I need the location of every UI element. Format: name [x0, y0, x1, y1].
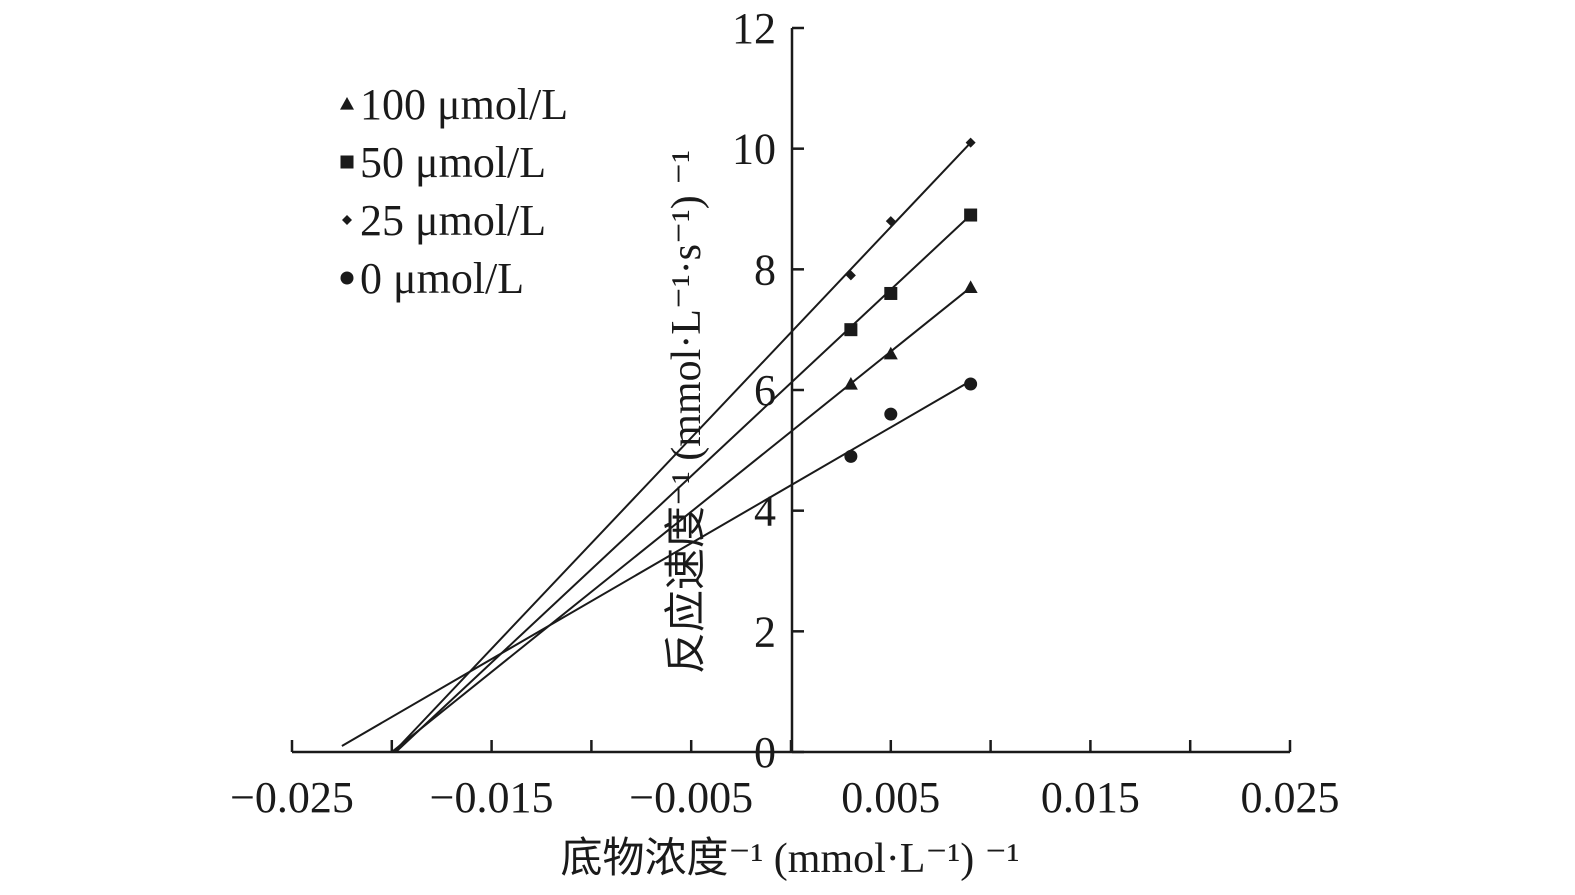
- x-tick-label: −0.005: [629, 773, 753, 822]
- x-tick-label: 0.005: [841, 773, 940, 822]
- legend-label: 100 μmol/L: [360, 80, 568, 129]
- data-point-square: [964, 208, 978, 222]
- fit-line-diamond: [393, 141, 972, 753]
- x-tick-label: 0.015: [1041, 773, 1140, 822]
- data-point-triangle: [963, 280, 978, 294]
- data-point-triangle: [883, 346, 898, 360]
- x-tick-label: −0.015: [430, 773, 554, 822]
- tick-labels: −0.025 −0.015 −0.005 0.005 0.015 0.025 0 2 4 6 8 10…: [230, 4, 1339, 822]
- data-points: [843, 137, 978, 463]
- legend: 100 μmol/L 50 μmol/L 25 μmol/L 0 μmol/L: [340, 80, 568, 303]
- x-tick-label: −0.025: [230, 773, 354, 822]
- x-axis-title: 底物浓度⁻¹ (mmol·L⁻¹) ⁻¹: [561, 836, 1020, 882]
- data-point-square: [844, 323, 858, 337]
- fit-line-square: [395, 214, 972, 753]
- data-point-diamond: [885, 216, 896, 227]
- y-tick-label: 12: [732, 4, 776, 53]
- data-point-circle: [964, 377, 978, 391]
- fit-lines: [341, 141, 972, 753]
- data-point-diamond: [845, 270, 856, 281]
- y-axis-title: 反应速度⁻¹ (mmol·L⁻¹·s⁻¹) ⁻¹: [663, 150, 710, 674]
- legend-marker-circle: [340, 271, 354, 285]
- y-tick-label: 6: [754, 366, 776, 415]
- data-point-diamond: [965, 137, 976, 148]
- y-tick-label: 2: [754, 607, 776, 656]
- y-tick-label: 8: [754, 245, 776, 294]
- legend-label: 25 μmol/L: [360, 196, 546, 245]
- y-tick-label: 4: [754, 487, 776, 536]
- legend-marker-diamond: [342, 215, 352, 225]
- data-point-square: [884, 286, 898, 300]
- y-tick-label: 0: [754, 728, 776, 777]
- axes: [290, 26, 1292, 754]
- data-point-circle: [884, 407, 898, 421]
- y-tick-label: 10: [732, 125, 776, 174]
- legend-label: 0 μmol/L: [360, 254, 524, 303]
- data-point-circle: [844, 449, 858, 463]
- x-tick-label: 0.025: [1241, 773, 1340, 822]
- fit-line-circle: [341, 380, 972, 747]
- legend-marker-triangle: [340, 97, 354, 110]
- legend-label: 50 μmol/L: [360, 138, 546, 187]
- legend-marker-square: [340, 155, 354, 169]
- fit-line-triangle: [391, 286, 972, 753]
- data-point-triangle: [843, 376, 858, 390]
